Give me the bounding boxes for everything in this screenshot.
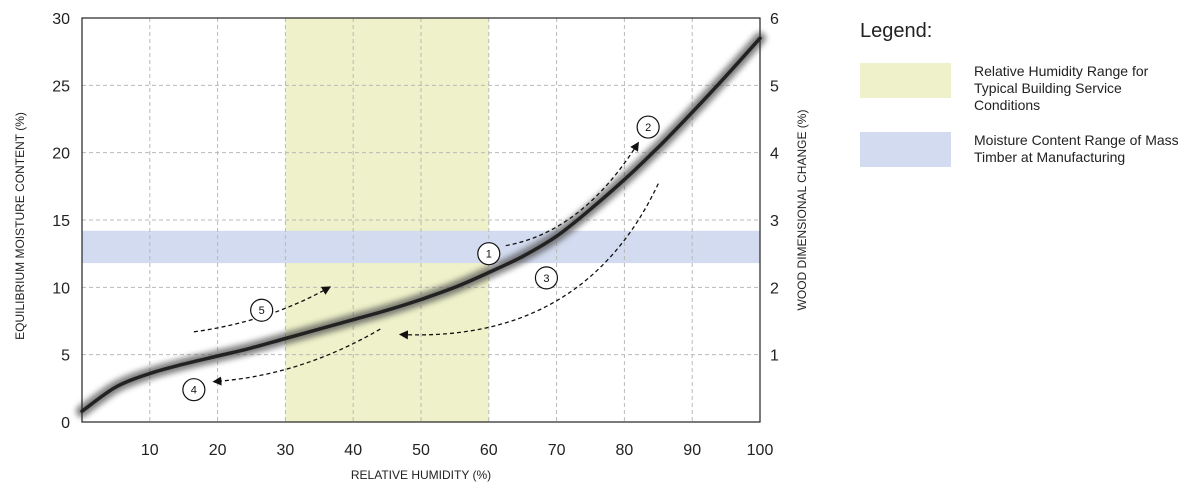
y2-tick-label: 5: [770, 78, 779, 95]
step-marker-4: 4: [182, 378, 206, 402]
x-tick-label: 90: [683, 442, 701, 459]
y-tick-label: 25: [52, 78, 70, 95]
axes: [81, 17, 761, 423]
moisture-curve: [76, 32, 766, 418]
y-tick-label: 10: [52, 280, 70, 297]
legend-swatch-humidity-range: [860, 63, 951, 98]
y-tick-label: 15: [52, 213, 70, 230]
step-marker-1: 1: [477, 242, 501, 266]
legend-title: Legend:: [860, 20, 933, 42]
step-marker-circle: [182, 378, 206, 402]
y-tick-label: 30: [52, 11, 70, 28]
step-marker-label: 4: [191, 385, 197, 397]
y2-axis-title: WOOD DIMENSIONAL CHANGE (%): [795, 110, 809, 311]
legend-label-moisture-range: Moisture Content Range of Mass Timber at…: [974, 132, 1179, 165]
legend-item-moisture-range: Moisture Content Range of Mass Timber at…: [860, 132, 1190, 167]
plot-frame: [81, 17, 761, 423]
step-marker-circle: [636, 115, 660, 139]
y2-tick-label: 6: [770, 11, 779, 28]
curve-line: [80, 36, 762, 413]
x-tick-label: 10: [141, 442, 159, 459]
y-axis-title: EQUILIBRIUM MOISTURE CONTENT (%): [13, 112, 27, 340]
x-tick-label: 60: [480, 442, 498, 459]
step-marker-circle: [477, 242, 501, 266]
step-marker-label: 2: [645, 122, 651, 134]
x-tick-label: 50: [412, 442, 430, 459]
step-marker-3: 3: [534, 266, 559, 290]
x-axis-title: RELATIVE HUMIDITY (%): [351, 468, 491, 482]
x-tick-label: 20: [209, 442, 227, 459]
y-tick-label: 20: [52, 146, 70, 163]
x-tick-label: 100: [747, 442, 774, 459]
process-arrow: [398, 183, 659, 340]
process-arrows: [193, 141, 659, 386]
legend: Legend: Relative Humidity Range for Typi…: [860, 20, 1190, 185]
x-tick-label: 80: [616, 442, 634, 459]
y-tick-label: 0: [61, 415, 70, 432]
y-tick-label: 5: [61, 348, 70, 365]
process-arrow: [212, 328, 381, 386]
y2-tick-label: 2: [770, 280, 779, 297]
step-marker-5: 5: [250, 298, 274, 322]
step-marker-label: 1: [486, 249, 492, 261]
step-marker-circle: [250, 298, 274, 322]
y2-tick-label: 1: [770, 348, 779, 365]
step-marker-label: 3: [543, 273, 549, 285]
step-marker-circle: [534, 266, 559, 290]
legend-label-humidity-range: Relative Humidity Range for Typical Buil…: [974, 63, 1149, 113]
legend-item-humidity-range: Relative Humidity Range for Typical Buil…: [860, 63, 1190, 114]
process-arrow: [505, 141, 639, 247]
legend-swatch-moisture-range: [860, 132, 951, 167]
step-markers: 1 2 3 4 5: [182, 115, 660, 402]
x-tick-label: 30: [277, 442, 295, 459]
y2-tick-label: 4: [770, 146, 779, 163]
step-marker-label: 5: [259, 305, 265, 317]
x-tick-label: 70: [548, 442, 566, 459]
y2-tick-label: 3: [770, 213, 779, 230]
step-marker-2: 2: [636, 115, 660, 139]
x-tick-label: 40: [344, 442, 362, 459]
